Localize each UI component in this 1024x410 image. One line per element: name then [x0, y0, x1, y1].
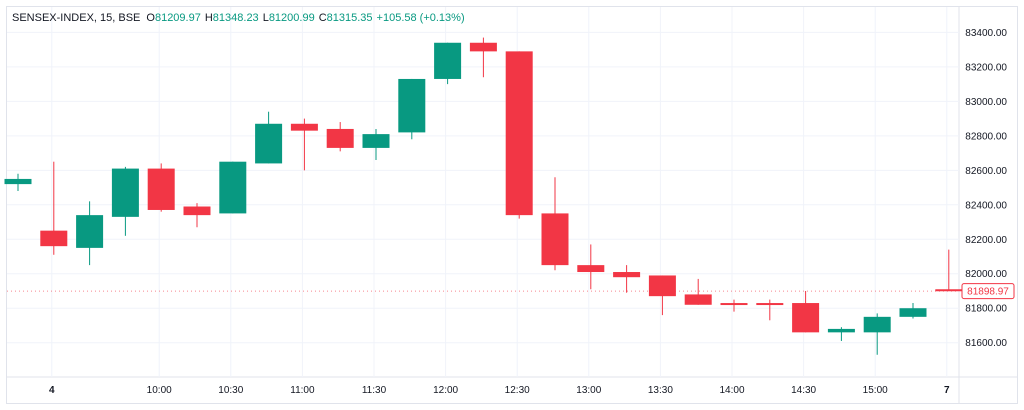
candle-body	[505, 51, 533, 216]
candle	[40, 161, 68, 255]
y-tick-label: 83200.00	[965, 62, 1007, 73]
low-value: 81200.99	[268, 12, 315, 24]
x-tick-label: 12:30	[505, 385, 530, 396]
x-tick-label: 15:00	[863, 385, 888, 396]
candle	[76, 201, 104, 266]
candle-body	[76, 215, 104, 248]
candle-body	[255, 123, 283, 164]
x-tick-label: 14:00	[719, 385, 744, 396]
candle-body	[469, 42, 497, 52]
candle	[362, 128, 390, 160]
time-axis[interactable]: 4 10:00 10:30 11:00 11:30 12:00 12:30 13:00 13:3…	[49, 7, 950, 396]
candle-body	[935, 289, 963, 292]
x-tick-label: 11:00	[290, 385, 315, 396]
candle	[827, 327, 855, 341]
y-tick-label: 83000.00	[965, 97, 1007, 108]
price-axis[interactable]: 83400.00 83200.00 83000.00 82800.00 82600.00…	[7, 28, 1007, 349]
candle	[720, 299, 748, 312]
candle	[398, 78, 426, 140]
x-tick-label: 14:30	[791, 385, 816, 396]
candle-body	[326, 128, 354, 148]
x-tick-label: 7	[944, 385, 950, 396]
x-tick-label: 10:30	[218, 385, 243, 396]
x-tick-label: 10:00	[147, 385, 172, 396]
candle-body	[4, 178, 32, 185]
x-tick-label: 4	[49, 385, 55, 396]
x-tick-label: 13:00	[576, 385, 601, 396]
candle	[863, 313, 891, 355]
last-price-tag-box	[961, 283, 1015, 300]
candle-body	[648, 275, 676, 297]
candle-body	[577, 265, 605, 273]
candle	[434, 42, 462, 85]
y-tick-label: 82800.00	[965, 131, 1007, 142]
open-label: O	[146, 12, 155, 24]
candle-body	[434, 42, 462, 79]
candle	[219, 161, 247, 214]
candle	[648, 275, 676, 316]
open-value: 81209.97	[154, 12, 201, 24]
candle-body	[398, 78, 426, 133]
candles	[4, 37, 963, 355]
candle-body	[684, 294, 712, 305]
y-tick-label: 82600.00	[965, 166, 1007, 177]
candle	[4, 173, 32, 191]
candle-body	[183, 206, 211, 216]
candle-body	[147, 168, 175, 210]
close-value: 81315.35	[326, 12, 373, 24]
candle-body	[899, 308, 927, 317]
y-tick-label: 82400.00	[965, 200, 1007, 211]
y-tick-label: 82000.00	[965, 269, 1007, 280]
candle	[792, 290, 820, 333]
candle	[255, 111, 283, 164]
candle-body	[40, 230, 68, 247]
y-tick-label: 81800.00	[965, 304, 1007, 315]
candle	[290, 118, 318, 171]
x-tick-label: 11:30	[362, 385, 387, 396]
low-label: L	[262, 12, 269, 24]
y-tick-label: 81600.00	[965, 338, 1007, 349]
candle-body	[111, 168, 139, 217]
candle	[147, 163, 175, 212]
candle	[756, 299, 784, 321]
candle	[899, 303, 927, 319]
candle	[613, 265, 641, 293]
candle-body	[827, 328, 855, 333]
candle	[935, 249, 963, 292]
last-price-tag: 81898.97	[961, 283, 1015, 300]
high-value: 81348.23	[212, 12, 259, 24]
y-tick-label: 82200.00	[965, 235, 1007, 246]
candle	[111, 166, 139, 236]
candle	[577, 244, 605, 290]
candle	[541, 177, 569, 271]
candle	[505, 51, 533, 219]
candle-body	[720, 303, 748, 306]
candle-body	[613, 272, 641, 278]
candle-body	[756, 303, 784, 306]
candle-body	[219, 161, 247, 214]
close-label: C	[318, 12, 327, 24]
candle-body	[863, 316, 891, 333]
x-tick-label: 12:00	[433, 385, 458, 396]
candle	[469, 37, 497, 78]
x-tick-label: 13:30	[648, 385, 673, 396]
candle	[183, 203, 211, 228]
symbol-label[interactable]: SENSEX-INDEX, 15, BSE	[12, 12, 141, 24]
candle-body	[362, 134, 390, 148]
candle	[684, 278, 712, 305]
y-tick-label: 83400.00	[965, 28, 1007, 39]
high-label: H	[204, 12, 213, 24]
change-value: +105.58 (+0.13%)	[376, 12, 465, 24]
candle-body	[792, 303, 820, 333]
candle	[326, 122, 354, 152]
last-price-tag-label: 81898.97	[967, 287, 1009, 298]
legend-header: SENSEX-INDEX, 15, BSE O 81209.97 H 81348.2…	[12, 12, 465, 24]
candle-body	[290, 123, 318, 131]
candle-body	[541, 213, 569, 266]
